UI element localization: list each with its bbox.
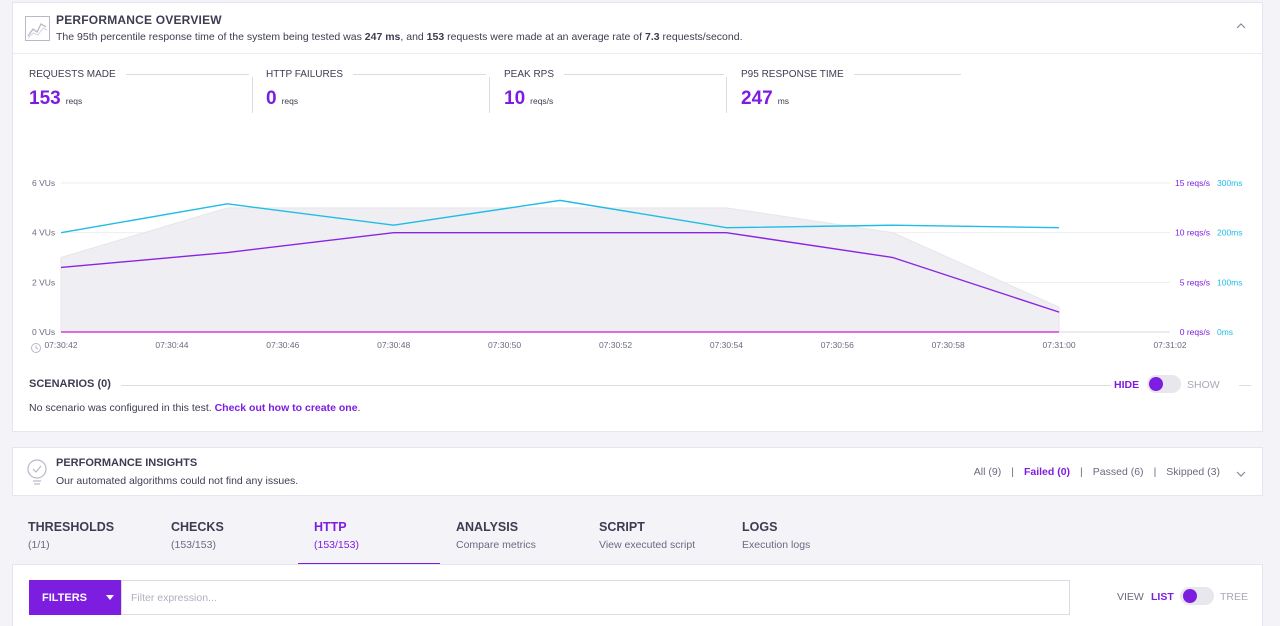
filter-skipped[interactable]: Skipped (3)	[1166, 466, 1220, 478]
stat-divider	[489, 77, 490, 113]
tab-http[interactable]: HTTP (153/153)	[298, 505, 440, 565]
tab-title: CHECKS	[171, 520, 224, 534]
performance-chart: 0 VUs 2 VUs 4 VUs 6 VUs 0 reqs/s 5 reqs/s 10 …	[31, 178, 1243, 353]
view-list-label[interactable]: LIST	[1151, 591, 1174, 603]
tab-subtitle: (153/153)	[171, 539, 216, 551]
stat-unit: reqs	[281, 96, 299, 106]
tab-analysis[interactable]: ANALYSIS Compare metrics	[440, 505, 582, 565]
tab-subtitle: View executed script	[599, 539, 696, 551]
y-tick-label-rps: 15 reqs/s	[1175, 178, 1210, 188]
scenarios-show-label[interactable]: SHOW	[1187, 379, 1220, 391]
tab-thresholds[interactable]: THRESHOLDS (1/1)	[12, 505, 154, 565]
stat-label: HTTP FAILURES	[266, 69, 344, 80]
scenarios-divider	[121, 385, 1111, 386]
stat-peak-rps: PEAK RPS 10 reqs/s	[504, 69, 724, 119]
caret-down-icon	[106, 595, 114, 600]
overview-summary: The 95th percentile response time of the…	[56, 31, 743, 43]
y-tick-label-ms: 0ms	[1217, 327, 1233, 337]
tab-title: THRESHOLDS	[28, 520, 115, 534]
collapse-chevron-icon[interactable]	[1236, 21, 1246, 31]
stat-requests-made: REQUESTS MADE 153 reqs	[29, 69, 249, 119]
lightbulb-check-icon	[27, 459, 47, 485]
x-tick-label: 07:30:42	[44, 340, 77, 350]
tab-subtitle: Compare metrics	[456, 539, 536, 551]
scenarios-message: No scenario was configured in this test.…	[29, 402, 361, 414]
x-tick-label: 07:30:58	[932, 340, 965, 350]
insights-filter-group: All (9) | Failed (0) | Passed (6) | Skip…	[973, 466, 1220, 478]
x-tick-label: 07:30:46	[266, 340, 299, 350]
stat-divider	[726, 77, 727, 113]
scenarios-title: SCENARIOS (0)	[29, 378, 111, 390]
view-tree-label[interactable]: TREE	[1220, 591, 1249, 603]
expand-chevron-icon[interactable]	[1236, 469, 1246, 479]
y-tick-label-vus: 4 VUs	[32, 228, 55, 238]
y-tick-label-ms: 300ms	[1217, 178, 1243, 188]
view-toggle[interactable]	[1180, 587, 1214, 605]
stat-divider	[252, 77, 253, 113]
y-tick-label-rps: 10 reqs/s	[1175, 228, 1210, 238]
stat-label: P95 RESPONSE TIME	[741, 69, 844, 80]
stat-http-failures: HTTP FAILURES 0 reqs	[266, 69, 486, 119]
stat-value: 0	[266, 88, 277, 109]
x-tick-label: 07:30:56	[821, 340, 854, 350]
stat-value: 10	[504, 88, 526, 109]
stat-unit: reqs/s	[530, 96, 554, 106]
overview-title: PERFORMANCE OVERVIEW	[56, 13, 222, 27]
performance-overview-card: PERFORMANCE OVERVIEW The 95th percentile…	[12, 2, 1263, 432]
result-tabs: THRESHOLDS (1/1) CHECKS (153/153) HTTP (…	[12, 505, 1263, 565]
stat-p95-response-time: P95 RESPONSE TIME 247 ms	[741, 69, 961, 119]
tab-logs[interactable]: LOGS Execution logs	[726, 505, 868, 565]
filter-failed[interactable]: Failed (0)	[1023, 466, 1071, 478]
x-tick-label: 07:30:50	[488, 340, 521, 350]
filters-button[interactable]: FILTERS	[29, 580, 122, 615]
x-tick-label: 07:30:48	[377, 340, 410, 350]
filter-bar: FILTERS VIEW LIST TREE	[12, 564, 1263, 626]
y-tick-label-vus: 6 VUs	[32, 178, 55, 188]
y-tick-label-vus: 0 VUs	[32, 327, 55, 337]
create-scenario-link[interactable]: Check out how to create one	[214, 402, 358, 414]
stat-label: PEAK RPS	[504, 69, 555, 80]
y-tick-label-ms: 100ms	[1217, 277, 1243, 287]
filter-passed[interactable]: Passed (6)	[1092, 466, 1144, 478]
scenarios-toggle[interactable]	[1147, 375, 1181, 393]
x-tick-label: 07:30:54	[710, 340, 743, 350]
performance-chart-icon	[25, 16, 50, 41]
x-tick-label: 07:31:00	[1043, 340, 1076, 350]
tab-subtitle: (153/153)	[314, 539, 359, 551]
filter-all[interactable]: All (9)	[973, 466, 1002, 478]
tab-subtitle: (1/1)	[28, 539, 50, 551]
x-tick-label: 07:31:02	[1153, 340, 1186, 350]
stat-value: 153	[29, 88, 61, 109]
tab-script[interactable]: SCRIPT View executed script	[583, 505, 725, 565]
y-tick-label-rps: 0 reqs/s	[1180, 327, 1210, 337]
tab-title: ANALYSIS	[456, 520, 519, 534]
scenarios-hide-label[interactable]: HIDE	[1114, 379, 1140, 391]
vus-area-series	[60, 207, 1060, 333]
tab-checks[interactable]: CHECKS (153/153)	[155, 505, 297, 565]
x-tick-label: 07:30:44	[155, 340, 188, 350]
insights-title: PERFORMANCE INSIGHTS	[56, 457, 198, 469]
filter-expression-input[interactable]	[121, 580, 1070, 615]
y-tick-label-rps: 5 reqs/s	[1180, 277, 1210, 287]
y-tick-label-vus: 2 VUs	[32, 277, 55, 287]
tab-title: HTTP	[314, 520, 347, 534]
response-time-series	[60, 199, 1060, 234]
stat-value: 247	[741, 88, 773, 109]
stat-label: REQUESTS MADE	[29, 69, 116, 80]
x-tick-label: 07:30:52	[599, 340, 632, 350]
y-tick-label-ms: 200ms	[1217, 228, 1243, 238]
clock-icon	[31, 343, 41, 353]
scenarios-divider	[1239, 385, 1251, 386]
tab-subtitle: Execution logs	[742, 539, 811, 551]
tab-title: SCRIPT	[599, 520, 645, 534]
stat-unit: reqs	[65, 96, 83, 106]
header-divider	[13, 53, 1262, 54]
insights-subtitle: Our automated algorithms could not find …	[56, 475, 299, 487]
filters-button-label: FILTERS	[42, 591, 88, 604]
stat-unit: ms	[777, 96, 790, 106]
request-rate-series	[60, 231, 1060, 313]
performance-insights-card: PERFORMANCE INSIGHTS Our automated algor…	[12, 447, 1263, 496]
tab-title: LOGS	[742, 520, 778, 534]
view-label: VIEW	[1117, 591, 1144, 603]
